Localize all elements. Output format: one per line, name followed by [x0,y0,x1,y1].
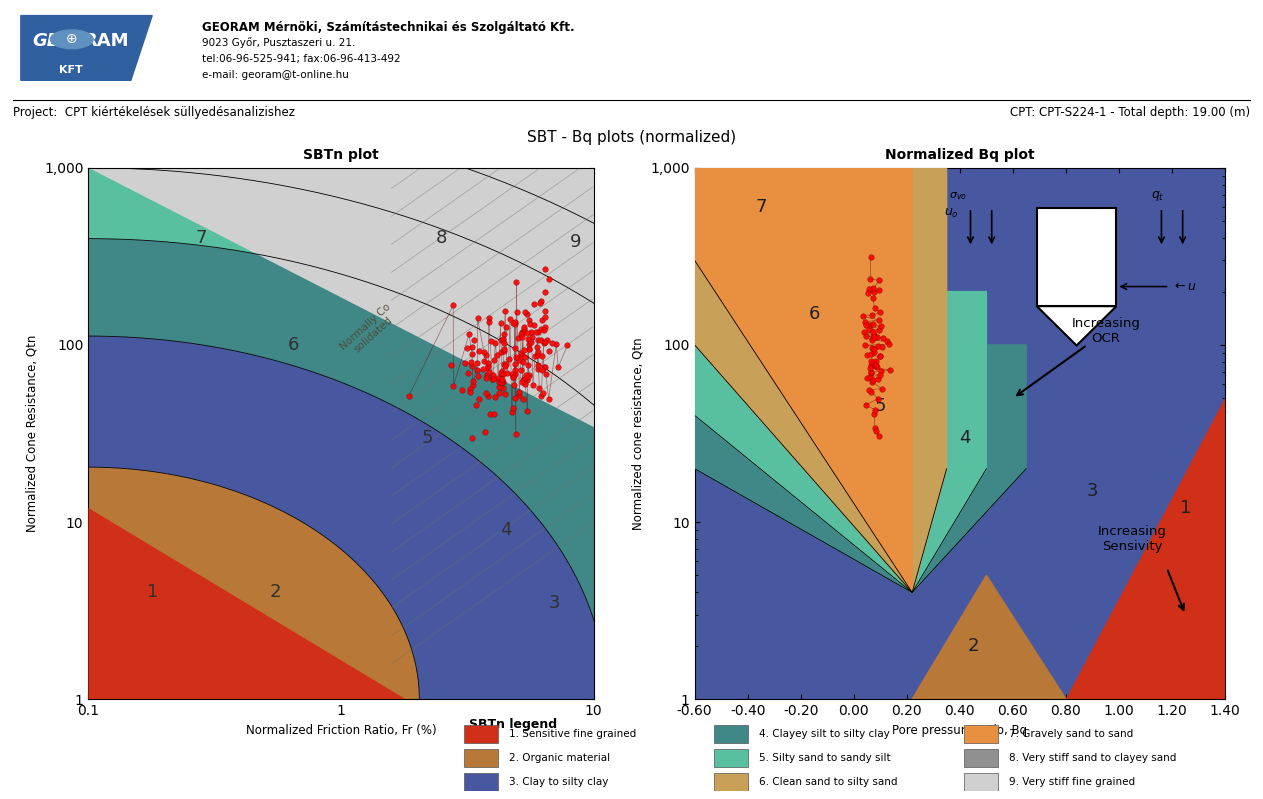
Text: 5: 5 [422,428,433,447]
Polygon shape [88,0,1124,699]
Text: ⊕: ⊕ [66,32,77,46]
Polygon shape [695,168,1225,699]
Circle shape [51,30,93,49]
Text: Normally Co
solidated: Normally Co solidated [338,301,400,360]
Text: CPT: CPT-S224-1 - Total depth: 19.00 (m): CPT: CPT-S224-1 - Total depth: 19.00 (m) [1010,106,1250,119]
Text: 7. Gravely sand to sand: 7. Gravely sand to sand [1009,729,1133,739]
Text: 1: 1 [148,583,159,602]
Polygon shape [1066,398,1225,699]
Y-axis label: Normalized cone resistance, Qtn: Normalized cone resistance, Qtn [632,337,644,530]
Polygon shape [1066,438,1225,699]
X-axis label: Normalized Friction Ratio, Fr (%): Normalized Friction Ratio, Fr (%) [246,724,436,737]
Polygon shape [88,168,846,699]
Polygon shape [20,15,153,80]
Text: 6. Clean sand to silty sand: 6. Clean sand to silty sand [759,777,898,787]
Text: 1: 1 [1180,499,1191,517]
Text: 2: 2 [270,583,282,602]
Text: 1. Sensitive fine grained: 1. Sensitive fine grained [509,729,637,739]
Text: 3: 3 [548,594,561,612]
Text: 9023 Győr, Pusztaszeri u. 21.: 9023 Győr, Pusztaszeri u. 21. [202,37,355,48]
Text: tel:06-96-525-941; fax:06-96-413-492: tel:06-96-525-941; fax:06-96-413-492 [202,54,400,64]
X-axis label: Pore pressure ratio, Bq: Pore pressure ratio, Bq [893,724,1027,737]
Polygon shape [88,105,935,699]
Polygon shape [912,575,1066,699]
Bar [714,773,748,791]
Text: 3. Clay to silty clay: 3. Clay to silty clay [509,777,609,787]
Text: GEORAM Mérnöki, Számítástechnikai és Szolgáltató Kft.: GEORAM Mérnöki, Számítástechnikai és Szo… [202,21,575,34]
Text: 9. Very stiff fine grained: 9. Very stiff fine grained [1009,777,1135,787]
Bar [464,773,498,791]
Bar [464,725,498,743]
Bar [964,749,998,767]
Text: GE: GE [33,32,59,50]
Text: 3: 3 [1086,482,1099,500]
Text: 4: 4 [960,428,971,447]
Bar [964,725,998,743]
Text: SBTn legend: SBTn legend [470,718,557,730]
Y-axis label: Normalized Cone Resistance, Qtn: Normalized Cone Resistance, Qtn [25,335,38,532]
Text: e-mail: georam@t-online.hu: e-mail: georam@t-online.hu [202,70,349,80]
Polygon shape [88,239,745,699]
Text: 4. Clayey silt to silty clay: 4. Clayey silt to silty clay [759,729,890,739]
Bar [714,749,748,767]
Polygon shape [695,345,1026,593]
Text: 9: 9 [570,233,581,251]
Text: 7: 7 [196,229,207,247]
Text: 2. Organic material: 2. Organic material [509,753,610,763]
Text: 2: 2 [967,637,979,655]
Polygon shape [695,292,986,593]
Text: Increasing
Sensivity: Increasing Sensivity [1098,525,1167,553]
Text: Increasing
OCR: Increasing OCR [1071,317,1140,345]
Polygon shape [695,168,947,593]
Title: SBTn plot: SBTn plot [303,149,379,162]
Polygon shape [88,0,1124,699]
Text: SBT - Bq plots (normalized): SBT - Bq plots (normalized) [527,130,736,145]
Text: 8. Very stiff sand to clayey sand: 8. Very stiff sand to clayey sand [1009,753,1177,763]
Text: KFT: KFT [58,65,82,74]
Text: 4: 4 [500,521,512,539]
Text: 6: 6 [808,304,820,323]
Polygon shape [88,44,1023,699]
Polygon shape [88,508,405,699]
Bar [464,749,498,767]
Polygon shape [695,168,912,593]
Text: Project:  CPT kiértékelések süllyedésanalizishez: Project: CPT kiértékelések süllyedésanal… [13,106,294,119]
Bar [964,773,998,791]
Text: 5. Silty sand to sandy silt: 5. Silty sand to sandy silt [759,753,890,763]
Text: RAM: RAM [83,32,129,50]
Polygon shape [88,336,606,699]
Polygon shape [88,467,419,699]
Text: 8: 8 [436,229,447,247]
Title: Normalized Bq plot: Normalized Bq plot [885,149,1034,162]
Polygon shape [1066,438,1225,699]
Bar [714,725,748,743]
Text: 7: 7 [755,198,767,216]
Text: 6: 6 [288,336,299,354]
Text: 5: 5 [874,397,887,415]
Polygon shape [88,508,405,699]
